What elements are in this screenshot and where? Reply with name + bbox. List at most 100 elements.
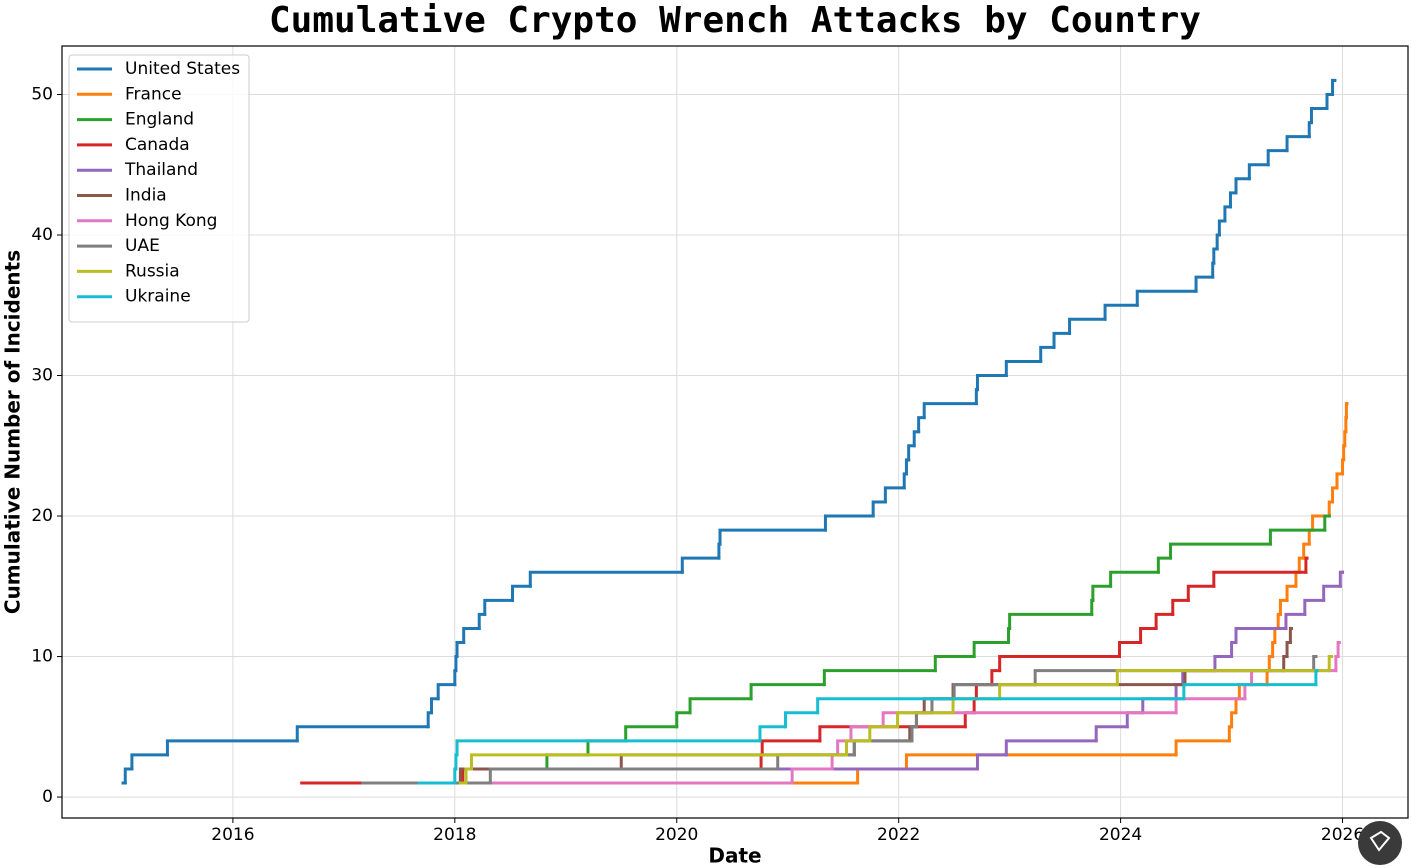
step-segment xyxy=(1004,359,1043,378)
y-tick-label: 40 xyxy=(31,225,53,245)
step-segment xyxy=(998,655,1121,673)
legend-label: Russia xyxy=(125,261,180,281)
step-segment xyxy=(165,739,299,757)
step-segment xyxy=(1217,219,1227,237)
step-segment xyxy=(1223,205,1232,223)
step-segment xyxy=(972,640,1011,659)
step-segment xyxy=(436,683,457,701)
step-segment xyxy=(528,570,684,588)
step-segment xyxy=(130,753,169,771)
step-segment xyxy=(816,697,1186,715)
step-segment xyxy=(1344,416,1348,434)
x-tick-label: 2018 xyxy=(433,825,476,845)
step-segment xyxy=(904,753,1178,771)
legend-box xyxy=(68,54,250,323)
step-segment xyxy=(1186,584,1216,602)
step-segment xyxy=(624,725,679,743)
step-segment xyxy=(680,556,721,574)
step-segment xyxy=(1285,135,1311,153)
grid xyxy=(62,46,1408,818)
step-segment xyxy=(453,767,458,785)
legend-label: United States xyxy=(125,59,240,79)
legend-label: UAE xyxy=(125,236,160,256)
step-segment xyxy=(1234,177,1251,195)
step-segment xyxy=(896,711,955,729)
x-tick-label: 2022 xyxy=(877,825,920,845)
step-segment xyxy=(1154,612,1175,630)
legend: United States France England Canada Thailand… xyxy=(68,54,250,323)
legend-label: England xyxy=(125,110,194,130)
step-segment xyxy=(1007,626,1012,644)
step-segment xyxy=(453,669,458,687)
overlay-icon xyxy=(1369,830,1391,852)
step-segment xyxy=(1135,289,1198,307)
step-segment xyxy=(881,711,1178,729)
overlay-button[interactable] xyxy=(1358,821,1402,865)
step-segment xyxy=(688,697,753,715)
step-segment xyxy=(1169,542,1272,560)
step-segment xyxy=(1314,669,1319,687)
step-segment xyxy=(922,402,978,420)
legend-label: Thailand xyxy=(124,160,198,180)
step-segment xyxy=(883,486,906,504)
step-segment xyxy=(1212,570,1308,588)
step-segment xyxy=(822,669,937,687)
legend-label: Canada xyxy=(125,135,190,155)
step-segment xyxy=(1115,669,1331,687)
step-segment xyxy=(1109,570,1160,588)
x-tick-label: 2020 xyxy=(655,825,698,845)
step-segment xyxy=(455,640,466,659)
step-segment xyxy=(1284,612,1307,630)
y-tick-label: 30 xyxy=(31,366,53,386)
x-tick-label: 2016 xyxy=(211,825,254,845)
step-segment xyxy=(1211,261,1216,279)
plot-frame xyxy=(61,45,1409,819)
step-segment xyxy=(1052,331,1072,349)
step-segment xyxy=(1288,626,1293,644)
step-segment xyxy=(1285,584,1298,602)
step-segment xyxy=(1234,626,1288,644)
step-segment xyxy=(758,725,787,743)
step-segment xyxy=(1103,303,1139,321)
y-tick-label: 0 xyxy=(42,787,53,807)
step-segment xyxy=(477,612,487,630)
step-segment xyxy=(975,753,1008,771)
step-segment xyxy=(1228,191,1238,209)
step-segment xyxy=(511,584,532,602)
step-segment xyxy=(871,500,887,518)
step-segment xyxy=(1171,598,1190,616)
step-segment xyxy=(1344,402,1349,420)
step-segment xyxy=(749,683,826,701)
step-segment xyxy=(469,753,849,771)
step-segment xyxy=(1091,584,1113,602)
step-segment xyxy=(998,683,1119,701)
step-segment xyxy=(123,767,134,785)
step-segment xyxy=(464,767,473,785)
legend-label: Ukraine xyxy=(125,287,191,307)
step-segment xyxy=(975,374,1008,392)
step-segment xyxy=(907,444,916,462)
step-segment xyxy=(1268,528,1327,546)
x-tick-label: 2026 xyxy=(1321,825,1364,845)
step-segment xyxy=(295,725,430,743)
step-segment xyxy=(760,739,822,757)
step-segment xyxy=(1322,584,1342,602)
step-segment xyxy=(933,655,976,673)
step-segment xyxy=(1342,444,1347,462)
step-segment xyxy=(483,598,515,616)
step-segment xyxy=(974,388,979,406)
step-segment xyxy=(1213,655,1234,673)
step-segment xyxy=(1068,317,1107,335)
x-axis-label: Date xyxy=(708,844,761,868)
step-segment xyxy=(1182,683,1318,701)
plot-area xyxy=(121,78,1349,785)
y-tick-label: 50 xyxy=(31,84,53,104)
step-segment xyxy=(823,514,875,532)
step-segment xyxy=(430,697,440,715)
step-segment xyxy=(462,626,481,644)
step-segment xyxy=(1341,458,1346,476)
step-segment xyxy=(1094,725,1129,743)
step-segment xyxy=(1174,739,1231,757)
x-tick-label: 2024 xyxy=(1099,825,1142,845)
step-segment xyxy=(917,416,926,434)
